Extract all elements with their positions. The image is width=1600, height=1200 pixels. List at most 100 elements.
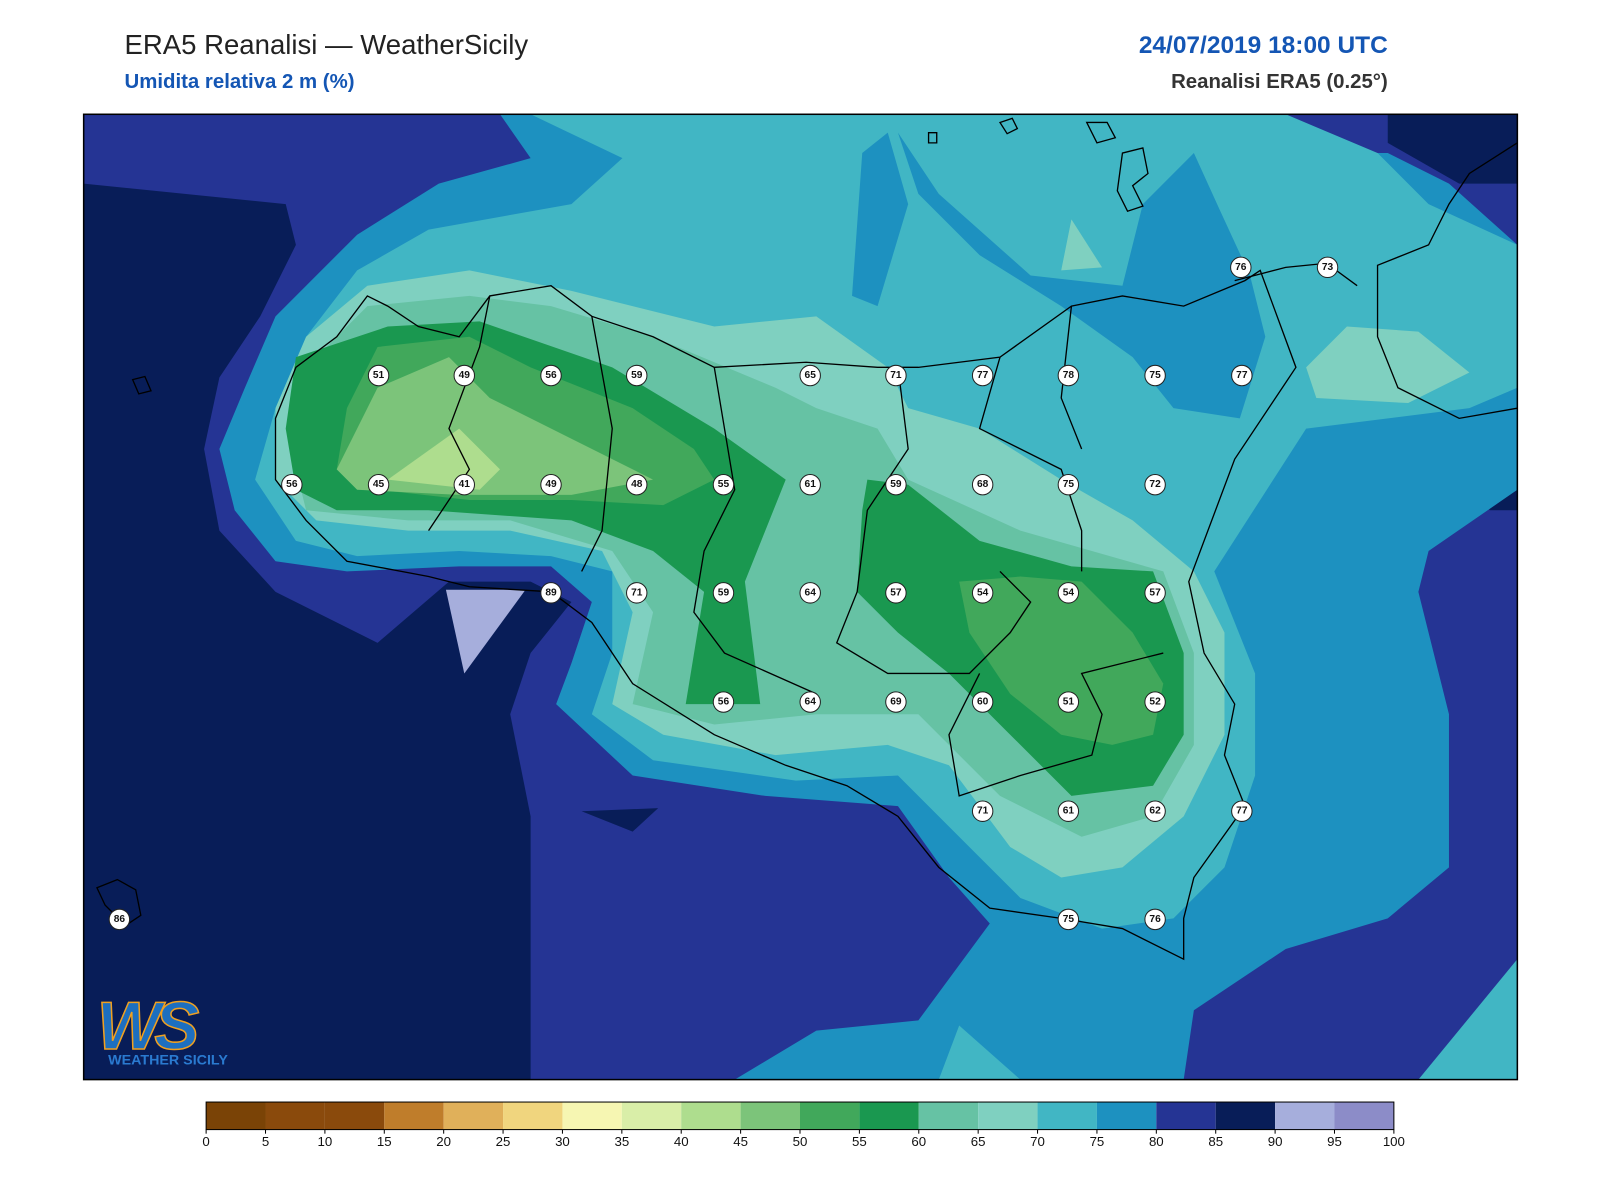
colorbar-bin [562, 1102, 622, 1130]
field [1387, 114, 1518, 184]
station-value: 78 [1063, 370, 1075, 381]
plot-frame [82, 113, 1519, 1081]
colorbar-bin [800, 1102, 860, 1130]
station-value: 71 [977, 806, 989, 817]
colorbar-bin [918, 1102, 979, 1130]
station-marker [1144, 691, 1166, 713]
station-marker [108, 908, 131, 931]
station-marker [1231, 364, 1253, 387]
field [83, 183, 572, 1080]
station-marker [971, 364, 994, 387]
colorbar-tick-label: 65 [971, 1134, 986, 1149]
station-marker [1316, 256, 1339, 279]
colorbar-bin [1156, 1102, 1216, 1130]
station-value: 75 [1149, 370, 1161, 381]
colorbar-tick-label: 10 [318, 1134, 333, 1149]
station-marker [1144, 582, 1166, 604]
colorbar-tick-label: 30 [555, 1134, 570, 1149]
colorbar-bin [1037, 1102, 1097, 1130]
station-value: 77 [977, 370, 989, 381]
field [1061, 219, 1103, 271]
colorbar-bin [1334, 1102, 1394, 1130]
station-value: 41 [459, 479, 471, 490]
colorbar-tick-label: 0 [202, 1134, 209, 1149]
colorbar-tick-label: 40 [674, 1134, 689, 1149]
islands [96, 117, 1149, 927]
colorbar-tick-label: 45 [733, 1134, 748, 1149]
colorbar-bin [324, 1102, 385, 1130]
station-value: 51 [1063, 697, 1075, 708]
station-value: 62 [1149, 806, 1161, 817]
station-value: 89 [545, 587, 557, 598]
station-value: 59 [631, 370, 643, 381]
station-value: 48 [631, 479, 643, 490]
colorbar-bin [681, 1102, 741, 1130]
station-marker [540, 473, 562, 496]
colorbar-tick-label: 25 [496, 1134, 511, 1149]
colorbar-tick-label: 95 [1327, 1134, 1342, 1149]
station-value: 64 [805, 697, 817, 708]
colorbar-tick-label: 5 [262, 1134, 269, 1149]
station-marker [712, 473, 735, 496]
station-marker [367, 473, 390, 496]
station-value: 71 [890, 370, 902, 381]
station-value: 45 [373, 479, 385, 490]
colorbar-bin [978, 1102, 1038, 1130]
station-marker [1144, 908, 1166, 931]
station-marker [367, 364, 390, 387]
station-value: 64 [805, 587, 817, 598]
colorbar-tick-label: 100 [1383, 1134, 1405, 1149]
field [1306, 326, 1470, 404]
station-value: 59 [718, 587, 730, 598]
station-value: 76 [1235, 262, 1247, 273]
station-value: 54 [1063, 587, 1075, 598]
subtitle: Umidita relativa 2 m (%) [124, 71, 354, 93]
station-marker [1057, 364, 1080, 387]
station-marker [799, 473, 821, 496]
station-marker [799, 691, 821, 713]
station-marker [626, 364, 648, 387]
colorbar-bin [443, 1102, 504, 1130]
station-value: 59 [890, 479, 902, 490]
station-marker [885, 582, 907, 604]
logo-name: WEATHER SICILY [108, 1052, 228, 1068]
station-marker [540, 582, 562, 604]
colorbar-tick-label: 80 [1149, 1134, 1164, 1149]
station-marker [453, 364, 475, 387]
station-marker [281, 473, 303, 496]
station-value: 75 [1063, 479, 1075, 490]
station-marker [885, 473, 907, 496]
station-marker [1231, 800, 1253, 822]
station-value: 49 [459, 370, 471, 381]
colorbar-bin [206, 1102, 266, 1130]
station-marker [971, 691, 994, 713]
field [959, 576, 1164, 745]
title: ERA5 Reanalisi — WeatherSicily [124, 29, 528, 60]
field [581, 808, 659, 832]
station-value: 49 [545, 479, 557, 490]
colorbar-tick-label: 75 [1090, 1134, 1105, 1149]
station-marker [626, 582, 648, 604]
station-marker [885, 364, 907, 387]
source: Reanalisi ERA5 (0.25°) [1171, 71, 1388, 93]
station-value: 76 [1149, 914, 1161, 925]
logo-mark: WS [97, 989, 199, 1064]
colorbar-tick-label: 50 [793, 1134, 808, 1149]
colorbar-tick-label: 35 [614, 1134, 629, 1149]
colorbar-bin [1275, 1102, 1335, 1130]
colorbar-bin [265, 1102, 325, 1130]
station-value: 68 [977, 479, 989, 490]
station-marker [453, 473, 475, 496]
station-value: 77 [1236, 370, 1248, 381]
station-marker [1057, 473, 1080, 496]
colorbar-bin [1215, 1102, 1276, 1130]
station-marker [1057, 582, 1080, 604]
station-value: 72 [1149, 479, 1161, 490]
fields [83, 114, 1518, 1080]
station-value: 77 [1236, 806, 1248, 817]
colorbar-bin [1096, 1102, 1157, 1130]
station-marker [1230, 256, 1252, 279]
station-value: 69 [890, 697, 902, 708]
datetime: 24/07/2019 18:00 UTC [1139, 32, 1388, 59]
station-value: 61 [805, 479, 817, 490]
